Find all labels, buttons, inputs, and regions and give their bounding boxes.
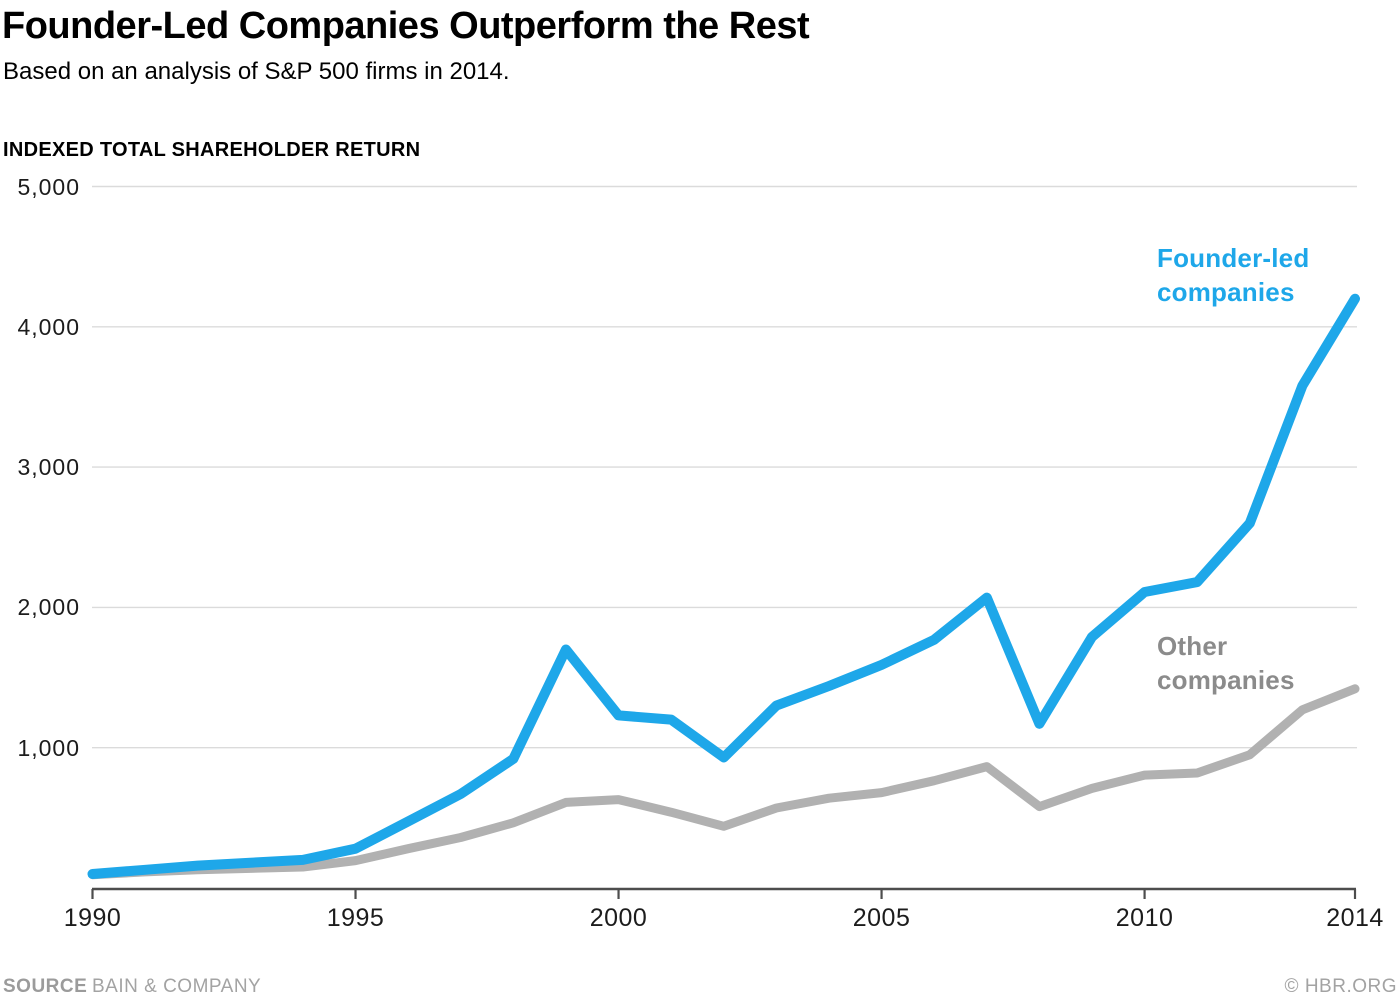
y-tick-label-4000: 4,000 — [17, 313, 80, 340]
y-tick-label-2000: 2,000 — [17, 594, 80, 621]
legend-founder-led-companies: Founder-led companies — [1157, 243, 1310, 307]
y-axis-title: INDEXED TOTAL SHAREHOLDER RETURN — [3, 139, 421, 161]
x-tick-label-2010: 2010 — [1115, 904, 1174, 932]
y-tick-label-5000: 5,000 — [17, 173, 80, 200]
x-tick-label-1995: 1995 — [326, 904, 385, 932]
y-tick-label-3000: 3,000 — [17, 454, 80, 481]
x-tick-label-2014: 2014 — [1326, 904, 1384, 932]
y-tick-label-1000: 1,000 — [17, 734, 80, 761]
x-tick-label-2005: 2005 — [852, 904, 911, 932]
legend-other-companies: Other companies — [1157, 631, 1295, 695]
other-companies-line — [88, 684, 1360, 880]
source-value: BAIN & COMPANY — [92, 976, 262, 997]
source-label: SOURCE — [3, 976, 88, 997]
x-tick-label-1990: 1990 — [63, 904, 122, 932]
credit-hbr: © HBR.ORG — [1284, 976, 1397, 997]
chart-title: Founder-Led Companies Outperform the Res… — [2, 5, 810, 47]
x-tick-label-2000: 2000 — [589, 904, 648, 932]
chart-subtitle: Based on an analysis of S&P 500 firms in… — [3, 58, 510, 85]
founder-led-line — [87, 293, 1360, 879]
